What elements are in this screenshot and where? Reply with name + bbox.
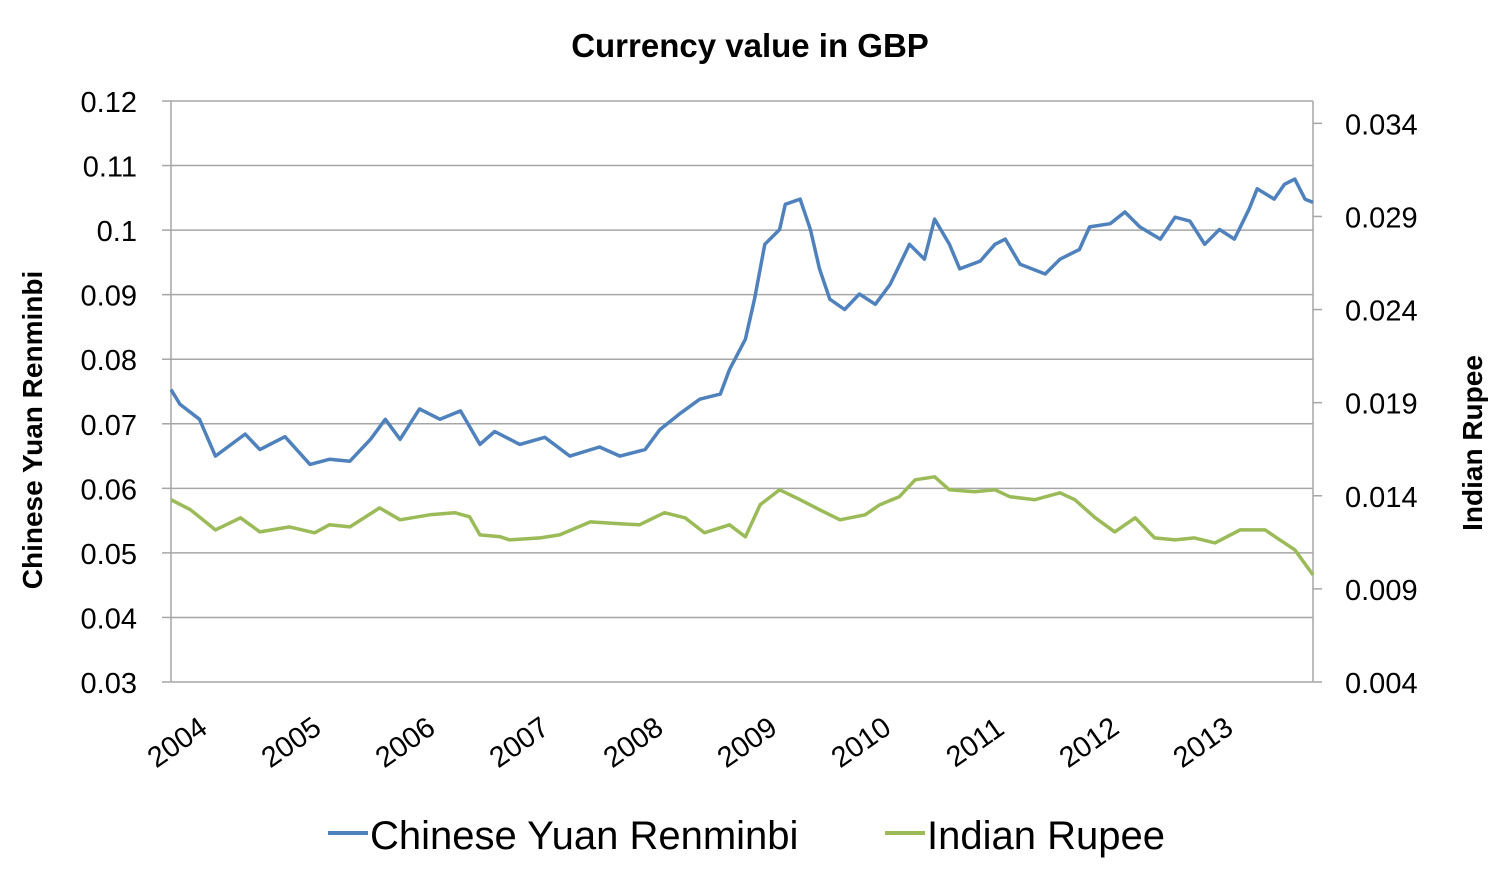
left-axis-ticks: 0.03 0.04 0.05 0.06 0.07 0.08 0.09 0.1 0.11 0.12 <box>81 87 137 700</box>
left-tick-label: 0.03 <box>81 668 137 700</box>
legend-label-cny: Chinese Yuan Renminbi <box>370 814 798 858</box>
right-axis-title: Indian Rupee <box>1457 355 1488 531</box>
x-tick-label: 2009 <box>712 711 783 774</box>
left-tick-label: 0.07 <box>81 410 137 442</box>
left-axis-title: Chinese Yuan Renminbi <box>17 271 48 589</box>
x-tick-label: 2008 <box>598 711 669 774</box>
right-tick-label: 0.009 <box>1345 575 1418 607</box>
chart-title: Currency value in GBP <box>571 27 929 64</box>
gridlines <box>162 100 1322 683</box>
right-tick-label: 0.019 <box>1345 389 1418 421</box>
left-tick-label: 0.09 <box>81 281 137 313</box>
x-tick-label: 2005 <box>256 711 327 774</box>
left-tick-label: 0.08 <box>81 345 137 377</box>
x-tick-label: 2012 <box>1054 711 1125 774</box>
left-tick-label: 0.04 <box>81 603 137 635</box>
x-axis-ticks: 2004 2005 2006 2007 2008 2009 2010 2011 2012 2013 <box>142 711 1239 774</box>
series-lines <box>169 177 1315 576</box>
right-tick-label: 0.034 <box>1345 109 1418 141</box>
right-tick-label: 0.024 <box>1345 296 1418 328</box>
right-tick-label: 0.029 <box>1345 202 1418 234</box>
left-tick-label: 0.05 <box>81 539 137 571</box>
legend-label-inr: Indian Rupee <box>927 814 1165 858</box>
right-axis-ticks: 0.004 0.009 0.014 0.019 0.024 0.029 0.034 <box>1345 109 1418 700</box>
left-tick-label: 0.12 <box>81 87 137 119</box>
series-line-inr <box>170 475 1315 576</box>
left-tick-label: 0.11 <box>83 152 137 184</box>
x-tick-label: 2011 <box>941 712 1010 774</box>
right-tick-label: 0.014 <box>1345 482 1418 514</box>
left-tick-label: 0.1 <box>97 216 137 248</box>
x-tick-label: 2006 <box>370 711 441 774</box>
right-tick-label: 0.004 <box>1345 668 1418 700</box>
x-tick-label: 2007 <box>484 711 555 774</box>
x-tick-label: 2004 <box>142 711 213 774</box>
series-line-cny <box>169 177 1314 467</box>
left-tick-label: 0.06 <box>81 474 137 506</box>
legend: Chinese Yuan Renminbi Indian Rupee <box>328 814 1165 858</box>
x-tick-label: 2013 <box>1168 711 1239 774</box>
x-tick-label: 2010 <box>826 711 897 774</box>
